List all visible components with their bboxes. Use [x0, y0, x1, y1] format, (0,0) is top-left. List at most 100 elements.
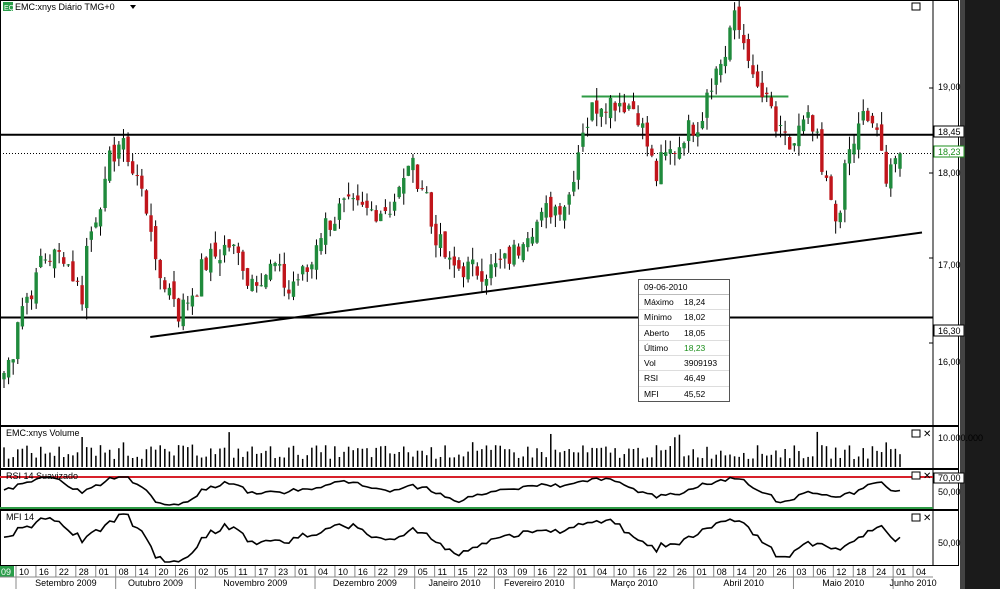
day-label: 22	[657, 567, 667, 577]
triangle-down-icon[interactable]	[130, 5, 136, 9]
candle-body	[268, 263, 273, 280]
price-label-19: 19,00	[938, 82, 961, 92]
candle-body	[121, 138, 126, 150]
rsi-close-icon[interactable]: ✕	[923, 471, 931, 482]
candle-body	[351, 198, 355, 200]
candle-body	[820, 129, 824, 172]
candle-body	[107, 150, 112, 181]
candle-body	[16, 322, 20, 360]
month-label: Outubro 2009	[128, 578, 183, 588]
candle-body	[631, 101, 636, 110]
candle-body	[686, 120, 691, 142]
rsi-maximize-icon[interactable]	[911, 471, 921, 480]
candle-body	[66, 264, 71, 266]
candle-body	[190, 295, 195, 307]
candle-body	[328, 220, 332, 230]
month-label: Fevereiro 2010	[504, 578, 565, 588]
candle-body	[209, 248, 213, 273]
candle-body	[549, 196, 553, 218]
candle-body	[333, 223, 337, 231]
candle-body	[691, 124, 695, 136]
day-label: 20	[757, 567, 767, 577]
candle-body	[480, 271, 484, 282]
candle-body	[507, 246, 512, 264]
mfi-close-icon[interactable]: ✕	[923, 513, 931, 524]
day-label: 22	[478, 567, 488, 577]
candle-body	[346, 194, 351, 197]
day-label: 16	[358, 567, 368, 577]
candle-body	[259, 285, 264, 287]
tooltip-value: 18,23	[684, 342, 706, 353]
candle-body	[847, 149, 852, 164]
tooltip-value: 3909193	[684, 358, 718, 369]
candle-body	[236, 246, 241, 253]
candle-body	[305, 267, 309, 272]
tooltip-value: 18,24	[684, 297, 706, 307]
candle-body	[163, 280, 167, 290]
mfi-maximize-icon[interactable]	[911, 513, 921, 522]
candle-body	[103, 178, 107, 209]
maximize-icon[interactable]	[911, 2, 921, 11]
x-first-label: 09	[1, 567, 11, 577]
candle-body	[452, 256, 456, 266]
scroll-edge[interactable]	[960, 0, 965, 589]
candle-body	[310, 264, 314, 270]
tooltip-row: Último 18,23	[639, 341, 729, 357]
candle-body	[824, 175, 829, 178]
candle-body	[719, 63, 723, 76]
candle-body	[595, 100, 599, 114]
candle-body	[135, 174, 139, 177]
candle-body	[319, 238, 323, 252]
candle-body	[461, 266, 466, 278]
candle-body	[11, 359, 15, 363]
candle-body	[112, 144, 116, 162]
candle-body	[558, 206, 562, 215]
candle-body	[866, 110, 870, 121]
candle-body	[714, 68, 718, 85]
candle-body	[264, 274, 268, 288]
candle-body	[572, 181, 576, 192]
candle-body	[411, 157, 415, 171]
volume-scale-label: 10.000.000	[938, 433, 983, 443]
tooltip-value: 18,02	[684, 312, 706, 323]
day-label: 03	[497, 567, 507, 577]
candle-body	[360, 201, 365, 205]
candle-body	[493, 263, 498, 268]
day-label: 01	[298, 567, 308, 577]
day-label: 14	[737, 567, 747, 577]
candle-body	[227, 239, 231, 248]
candle-body	[889, 164, 893, 189]
day-label: 08	[119, 567, 129, 577]
tooltip-label: RSI	[644, 373, 659, 384]
candle-body	[57, 250, 61, 252]
candle-body	[181, 299, 185, 327]
volume-close-icon[interactable]: ✕	[923, 429, 931, 440]
month-label: Setembro 2009	[35, 578, 97, 588]
candle-body	[277, 264, 282, 266]
candle-body	[654, 160, 659, 182]
tooltip-row: MFI 45,52	[639, 387, 729, 401]
day-label: 24	[876, 567, 886, 577]
day-label: 20	[159, 567, 169, 577]
candle-body	[438, 234, 443, 248]
tooltip-label: Vol	[644, 358, 656, 369]
candle-body	[245, 268, 250, 286]
price-label-17: 17,00	[938, 260, 961, 270]
candle-body	[640, 123, 645, 128]
candle-body	[618, 103, 622, 107]
candles	[2, 0, 902, 388]
candle-body	[815, 131, 819, 133]
volume-maximize-icon[interactable]	[911, 429, 921, 438]
rsi-panel-frame	[0, 469, 959, 510]
candle-body	[2, 372, 6, 380]
volume-panel-frame	[0, 426, 959, 469]
candle-body	[530, 236, 535, 244]
price-panel-frame	[0, 0, 959, 426]
candle-body	[705, 92, 709, 118]
candle-body	[167, 287, 172, 296]
candle-body	[273, 263, 277, 267]
candle-body	[677, 147, 682, 159]
last-label-box	[933, 145, 965, 158]
candle-body	[861, 111, 865, 121]
